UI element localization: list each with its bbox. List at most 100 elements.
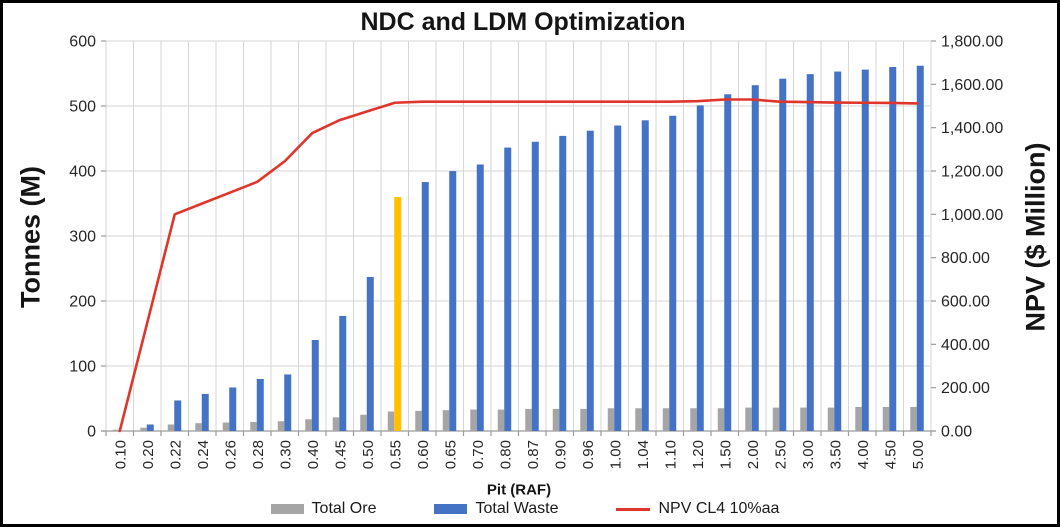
ore-bar xyxy=(827,407,835,431)
x-tick-label: 4.50 xyxy=(882,440,899,469)
right-tick-label: 600.00 xyxy=(941,294,990,311)
x-tick-label: 3.50 xyxy=(827,440,844,469)
x-tick-label: 0.60 xyxy=(415,440,432,469)
x-tick-label: 1.00 xyxy=(607,440,624,469)
ore-bar xyxy=(662,408,670,431)
legend-label-npv: NPV CL4 10%aa xyxy=(658,500,780,517)
ore-bar xyxy=(690,408,697,431)
ore-bar xyxy=(717,408,725,431)
legend-item-total-waste[interactable]: Total Waste xyxy=(434,500,558,518)
ore-bar xyxy=(140,427,147,431)
x-tick-label: 0.24 xyxy=(195,440,212,469)
ore-bar xyxy=(745,407,752,431)
waste-bar xyxy=(614,125,622,431)
waste-bar xyxy=(229,387,237,431)
right-tick-label: 1,200.00 xyxy=(941,164,1003,181)
waste-bar xyxy=(449,171,457,431)
waste-bar-highlighted xyxy=(394,197,402,431)
ore-bar xyxy=(442,410,450,431)
x-tick-label: 1.04 xyxy=(635,440,652,469)
x-tick-label: 0.55 xyxy=(387,440,404,469)
chart-title: NDC and LDM Optimization xyxy=(360,8,686,36)
legend-label-total-waste: Total Waste xyxy=(475,500,559,517)
ore-bar xyxy=(360,414,367,431)
x-tick-label: 2.00 xyxy=(745,440,762,469)
waste-bar xyxy=(284,374,292,431)
ore-bar xyxy=(635,408,642,431)
npv-line xyxy=(118,98,919,433)
ore-bar xyxy=(112,429,120,431)
legend-label-total-ore: Total Ore xyxy=(311,500,377,517)
total-waste-swatch-icon xyxy=(434,504,468,514)
right-tick-label: 400.00 xyxy=(941,337,990,354)
right-tick-label: 1,000.00 xyxy=(941,207,1003,224)
ore-bar xyxy=(470,409,477,431)
ore-bar xyxy=(167,424,175,431)
left-tick-label: 300 xyxy=(69,229,96,246)
ore-bar xyxy=(497,409,505,431)
waste-bar xyxy=(916,65,924,431)
waste-bar xyxy=(256,379,264,431)
ore-bar xyxy=(607,408,615,431)
x-tick-label: 1.10 xyxy=(662,440,679,469)
ore-bar xyxy=(772,407,780,431)
left-tick-label: 600 xyxy=(69,34,96,51)
x-tick-label: 0.50 xyxy=(360,440,377,469)
x-tick-label: 0.22 xyxy=(167,440,184,469)
waste-bar xyxy=(889,67,897,431)
waste-bar xyxy=(366,276,374,431)
legend-item-total-ore[interactable]: Total Ore xyxy=(270,500,377,518)
x-tick-label: 0.40 xyxy=(305,440,322,469)
ore-bar xyxy=(855,406,862,431)
waste-bar xyxy=(201,393,209,431)
x-tick-label: 0.45 xyxy=(332,440,349,469)
x-tick-label: 4.00 xyxy=(855,440,872,469)
x-tick-label: 0.10 xyxy=(112,440,129,469)
x-tick-label: 0.20 xyxy=(140,440,157,469)
waste-bar xyxy=(669,115,677,431)
legend-item-npv[interactable]: NPV CL4 10%aa xyxy=(616,500,779,518)
waste-bar xyxy=(806,74,814,432)
ore-bar xyxy=(222,422,230,431)
ore-bar xyxy=(910,406,917,431)
x-tick-label: 0.90 xyxy=(552,440,569,469)
ore-bar xyxy=(332,417,340,431)
waste-bar xyxy=(504,147,512,431)
plot-area: 0.10 0.20 0.22 0.24 0.26 0.28 0.30 0.40 0.45 0.50… xyxy=(69,34,1003,470)
waste-bar xyxy=(586,130,594,431)
x-tick-label: 5.00 xyxy=(910,440,927,469)
right-tick-label: 0.00 xyxy=(941,424,972,441)
left-tick-label: 500 xyxy=(69,99,96,116)
x-tick-label: 0.87 xyxy=(525,440,542,469)
waste-bar xyxy=(724,94,732,432)
waste-bar xyxy=(421,182,429,431)
ore-bar xyxy=(277,421,285,431)
waste-bar xyxy=(751,85,759,431)
waste-bar xyxy=(476,164,484,431)
legend: Total Ore Total Waste NPV CL4 10%aa xyxy=(3,500,1047,518)
right-tick-label: 1,800.00 xyxy=(941,34,1003,51)
right-tick-label: 1,400.00 xyxy=(941,120,1003,137)
left-tick-label: 200 xyxy=(69,294,96,311)
ore-bar xyxy=(552,408,560,431)
waste-bar xyxy=(696,105,704,431)
x-tick-label: 1.50 xyxy=(717,440,734,469)
ore-bar xyxy=(305,419,312,431)
left-tick-label: 100 xyxy=(69,359,96,376)
ore-bar xyxy=(387,411,395,431)
waste-bar xyxy=(834,71,842,432)
x-tick-label: 0.96 xyxy=(580,440,597,469)
waste-bar xyxy=(531,141,539,431)
waste-bar xyxy=(861,69,869,431)
x-tick-label: 0.30 xyxy=(277,440,294,469)
waste-bar xyxy=(174,400,182,431)
right-tick-label: 800.00 xyxy=(941,250,990,267)
ore-bar xyxy=(580,408,587,431)
x-tick-label: 1.20 xyxy=(690,440,707,469)
x-tick-label: 3.00 xyxy=(800,440,817,469)
x-tick-label: 2.50 xyxy=(772,440,789,469)
left-tick-label: 0 xyxy=(87,424,96,441)
waste-bar xyxy=(559,135,567,431)
waste-bar xyxy=(779,78,787,431)
